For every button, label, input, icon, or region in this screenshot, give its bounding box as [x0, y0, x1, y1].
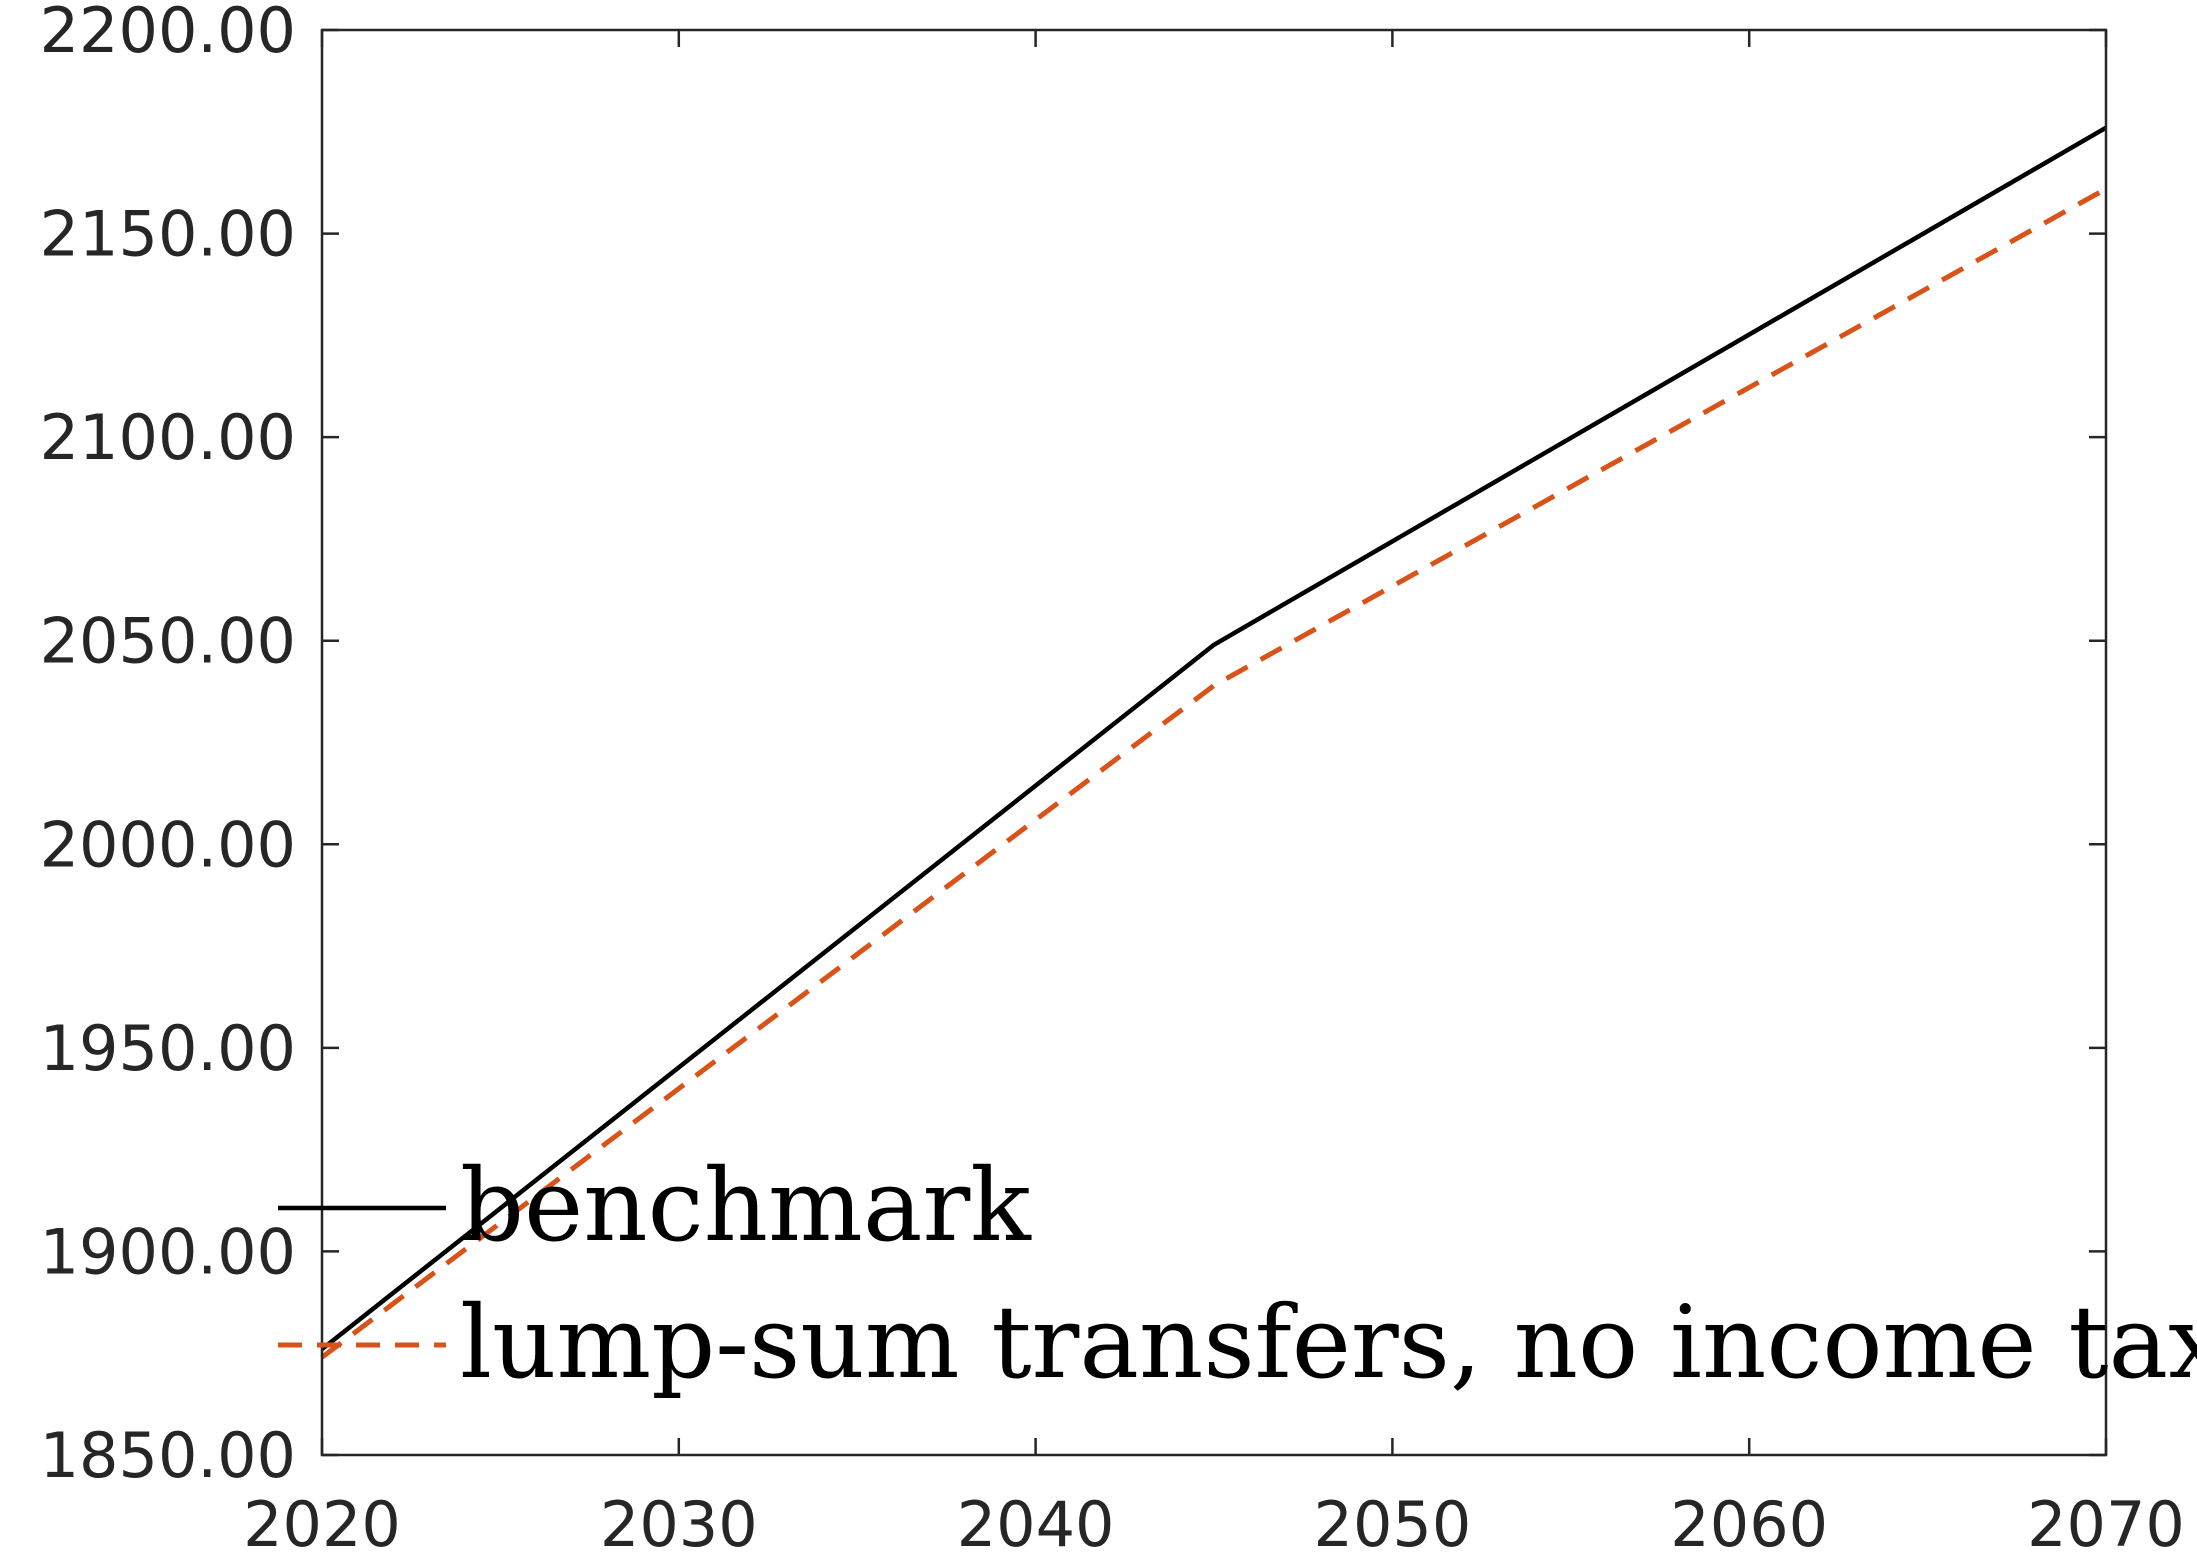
- x-tick-label: 2040: [957, 1488, 1115, 1554]
- plot-background: [322, 30, 2106, 1455]
- y-tick-label: 2000.00: [40, 808, 296, 881]
- legend-label-2: lump-sum transfers, no income tax: [460, 1284, 2197, 1401]
- series-layer: [320, 125, 2108, 1360]
- y-tick-label: 2200.00: [40, 0, 296, 67]
- legend-label-1: benchmark: [460, 1147, 1032, 1264]
- plot-frame: [320, 28, 2108, 1457]
- x-tick-label: 2060: [1670, 1488, 1828, 1554]
- y-tick-label: 1900.00: [40, 1215, 296, 1288]
- y-tick-label: 1850.00: [40, 1419, 296, 1492]
- x-tick-label: 2020: [243, 1488, 401, 1554]
- legend: benchmark lump-sum transfers, no income t…: [278, 1147, 2197, 1401]
- y-tick-label: 1950.00: [40, 1012, 296, 1085]
- x-tick-label: 2070: [2027, 1488, 2185, 1554]
- series-line-2: [320, 186, 2108, 1360]
- tick-labels-layer: 2020 2030 2040 2050 2060 2070 1850.00 1900.00 19…: [40, 0, 2185, 1554]
- x-tick-label: 2030: [600, 1488, 758, 1554]
- y-tick-label: 2100.00: [40, 401, 296, 474]
- y-tick-label: 2150.00: [40, 198, 296, 271]
- series-line-1: [320, 125, 2108, 1351]
- y-tick-label: 2050.00: [40, 605, 296, 678]
- x-tick-label: 2050: [1314, 1488, 1472, 1554]
